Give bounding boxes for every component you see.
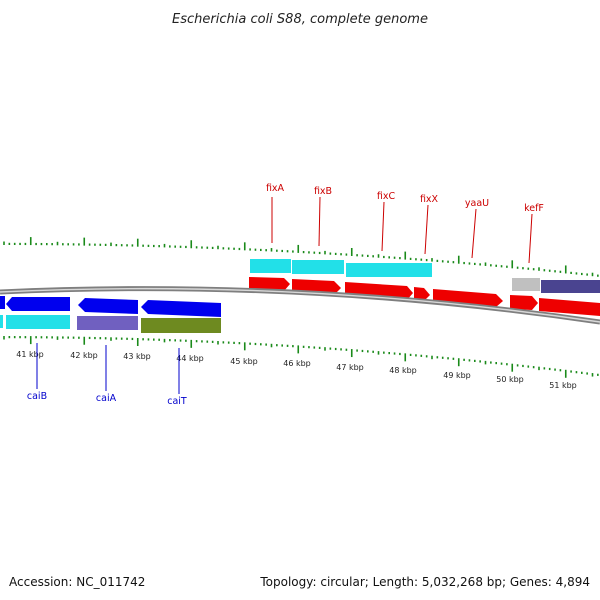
forward-gene-labels: fixA fixB fixC fixX yaaU kefF — [266, 183, 544, 264]
kbp-label: 47 kbp — [336, 363, 364, 372]
gene-arrow-fixA[interactable] — [249, 277, 290, 291]
cds-kefF-purple[interactable] — [541, 280, 600, 293]
gene-label-fixX[interactable]: fixX — [420, 194, 439, 205]
kbp-label: 50 kbp — [496, 375, 524, 384]
kbp-label: 42 kbp — [70, 351, 98, 360]
map-title: Escherichia coli S88, complete genome — [172, 12, 428, 27]
gene-arrow-partial-left[interactable] — [0, 296, 5, 309]
forward-cds-track — [250, 259, 600, 293]
cds-fixB[interactable] — [292, 260, 344, 274]
inner-tick-row — [3, 336, 599, 378]
gene-arrow-caiB[interactable] — [6, 297, 70, 311]
accession-text: Accession: NC_011742 — [9, 575, 145, 589]
kbp-label: 44 kbp — [176, 354, 204, 363]
cds-fixC[interactable] — [346, 263, 432, 277]
gene-arrow-kefF-1[interactable] — [510, 295, 538, 310]
gene-label-caiB[interactable]: caiB — [27, 391, 47, 402]
gene-arrow-fixX[interactable] — [414, 287, 430, 301]
kbp-label: 51 kbp — [549, 381, 577, 390]
gene-label-fixC[interactable]: fixC — [377, 191, 396, 202]
cds-caiB[interactable] — [6, 315, 70, 329]
kbp-label: 41 kbp — [16, 350, 44, 359]
kbp-label: 43 kbp — [123, 352, 151, 361]
cds-fixA[interactable] — [250, 259, 291, 273]
gene-arrow-caiA[interactable] — [78, 298, 138, 314]
reverse-gene-labels: caiB caiA caiT — [27, 343, 187, 407]
cds-caiA[interactable] — [77, 316, 138, 330]
kbp-label: 45 kbp — [230, 357, 258, 366]
cds-caiT[interactable] — [141, 318, 221, 333]
cds-partial-left[interactable] — [0, 315, 3, 328]
outer-tick-row — [3, 237, 599, 277]
kbp-labels: 41 kbp 42 kbp 43 kbp 44 kbp 45 kbp 46 kb… — [16, 350, 577, 390]
topology-text: Topology: circular; Length: 5,032,268 bp… — [259, 575, 590, 589]
reverse-cds-track — [0, 315, 221, 333]
gene-label-kefF[interactable]: kefF — [524, 203, 544, 214]
kbp-label: 46 kbp — [283, 359, 311, 368]
gene-label-yaaU[interactable]: yaaU — [465, 198, 489, 209]
gene-label-caiA[interactable]: caiA — [96, 393, 117, 404]
genome-backbone — [0, 286, 600, 325]
gene-arrow-kefF-2[interactable] — [539, 298, 600, 316]
reverse-gene-track — [0, 296, 221, 317]
kbp-label: 49 kbp — [443, 371, 471, 380]
gene-arrow-caiT[interactable] — [141, 300, 221, 317]
kbp-label: 48 kbp — [389, 366, 417, 375]
gene-label-caiT[interactable]: caiT — [167, 396, 187, 407]
gene-label-fixA[interactable]: fixA — [266, 183, 285, 194]
gene-label-fixB[interactable]: fixB — [314, 186, 332, 197]
cds-kefF-gray[interactable] — [512, 278, 540, 291]
forward-gene-track — [249, 277, 600, 316]
